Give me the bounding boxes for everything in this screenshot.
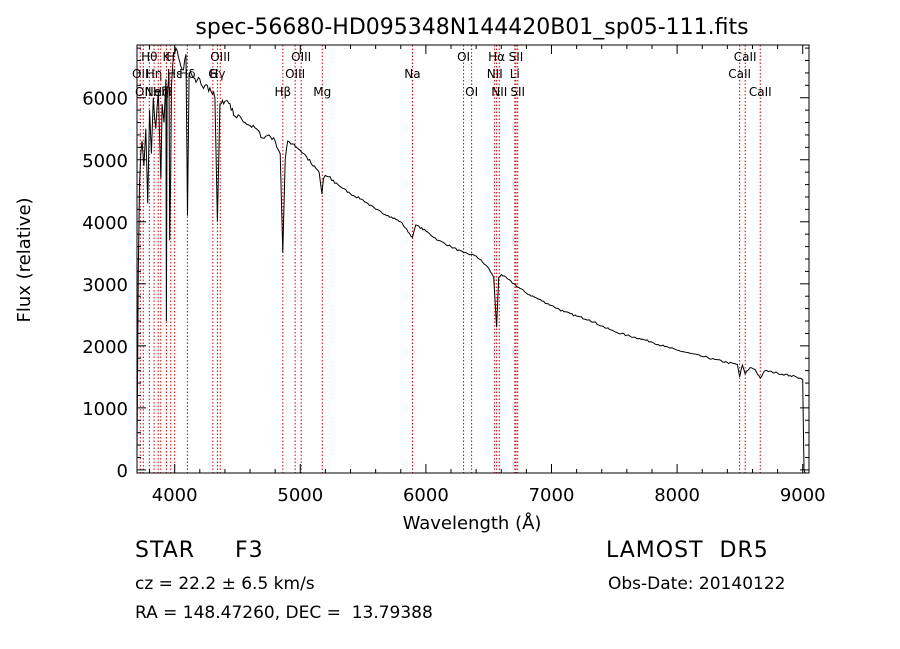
line-label: Hβ xyxy=(274,85,291,99)
line-label: SII xyxy=(509,50,524,64)
y-axis: 0 1000 2000 3000 4000 5000 6000 xyxy=(82,47,809,482)
chart-title: spec-56680-HD095348N144420B01_sp05-111.f… xyxy=(195,15,748,40)
line-label: Hα xyxy=(488,50,505,64)
redshift-label: cz = 22.2 ± 6.5 km/s xyxy=(135,574,315,594)
survey-label: LAMOST DR5 xyxy=(606,538,769,563)
obs-date-label: Obs-Date: 20140122 xyxy=(608,574,786,594)
line-label: OII xyxy=(135,85,152,99)
line-label: CaII xyxy=(728,67,751,81)
y-tick-label: 3000 xyxy=(82,275,128,296)
x-tick-label: 8000 xyxy=(654,485,700,506)
line-label: Hη xyxy=(146,67,163,81)
line-label: CaII xyxy=(734,50,757,64)
x-tick-label: 6000 xyxy=(403,485,449,506)
x-tick-label: 4000 xyxy=(152,485,198,506)
line-label: NII xyxy=(487,67,503,81)
line-label: OIII xyxy=(210,50,230,64)
line-label: SII xyxy=(510,85,525,99)
spectrum-line xyxy=(136,46,806,474)
x-axis: 4000 5000 6000 7000 8000 9000 xyxy=(149,45,826,506)
y-tick-label: 0 xyxy=(117,461,128,482)
y-tick-label: 1000 xyxy=(82,399,128,420)
line-label: OI xyxy=(457,50,470,64)
x-tick-label: 7000 xyxy=(529,485,575,506)
line-label: Hζ xyxy=(153,85,169,99)
y-tick-label: 5000 xyxy=(82,151,128,172)
y-axis-label: Flux (relative) xyxy=(14,197,35,322)
line-label: Mg xyxy=(313,85,331,99)
line-label: Hε xyxy=(167,67,183,81)
line-label: OI xyxy=(465,85,478,99)
x-axis-label: Wavelength (Å) xyxy=(403,512,542,534)
line-label: OIII xyxy=(285,67,305,81)
line-label: Hδ xyxy=(179,67,195,81)
line-label: Li xyxy=(510,67,520,81)
x-tick-label: 9000 xyxy=(780,485,826,506)
line-label: Hθ xyxy=(141,50,157,64)
line-label: OIII xyxy=(291,50,311,64)
x-tick-label: 5000 xyxy=(277,485,323,506)
line-label: NII xyxy=(491,85,507,99)
y-tick-label: 6000 xyxy=(82,89,128,110)
line-label: Na xyxy=(404,67,420,81)
line-label: G xyxy=(208,67,217,81)
line-label: Hγ xyxy=(209,67,225,81)
y-tick-label: 2000 xyxy=(82,337,128,358)
star-class-label: STAR F3 xyxy=(135,538,264,563)
plot-frame xyxy=(136,44,810,474)
y-tick-label: 4000 xyxy=(82,213,128,234)
coordinates-label: RA = 148.47260, DEC = 13.79388 xyxy=(135,603,433,623)
line-label: CaII xyxy=(749,85,772,99)
line-label: H xyxy=(166,50,175,64)
line-label: K xyxy=(162,50,171,64)
line-label: OII xyxy=(132,67,149,81)
